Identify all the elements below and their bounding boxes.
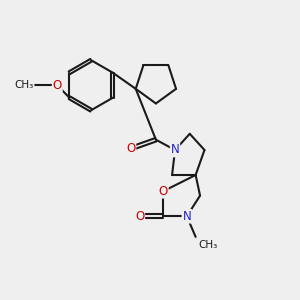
- Text: O: O: [135, 210, 144, 223]
- Text: N: N: [171, 143, 179, 157]
- Text: O: O: [126, 142, 136, 155]
- Text: O: O: [52, 79, 62, 92]
- Text: N: N: [182, 210, 191, 223]
- Text: O: O: [159, 185, 168, 198]
- Text: CH₃: CH₃: [14, 80, 34, 90]
- Text: CH₃: CH₃: [199, 240, 218, 250]
